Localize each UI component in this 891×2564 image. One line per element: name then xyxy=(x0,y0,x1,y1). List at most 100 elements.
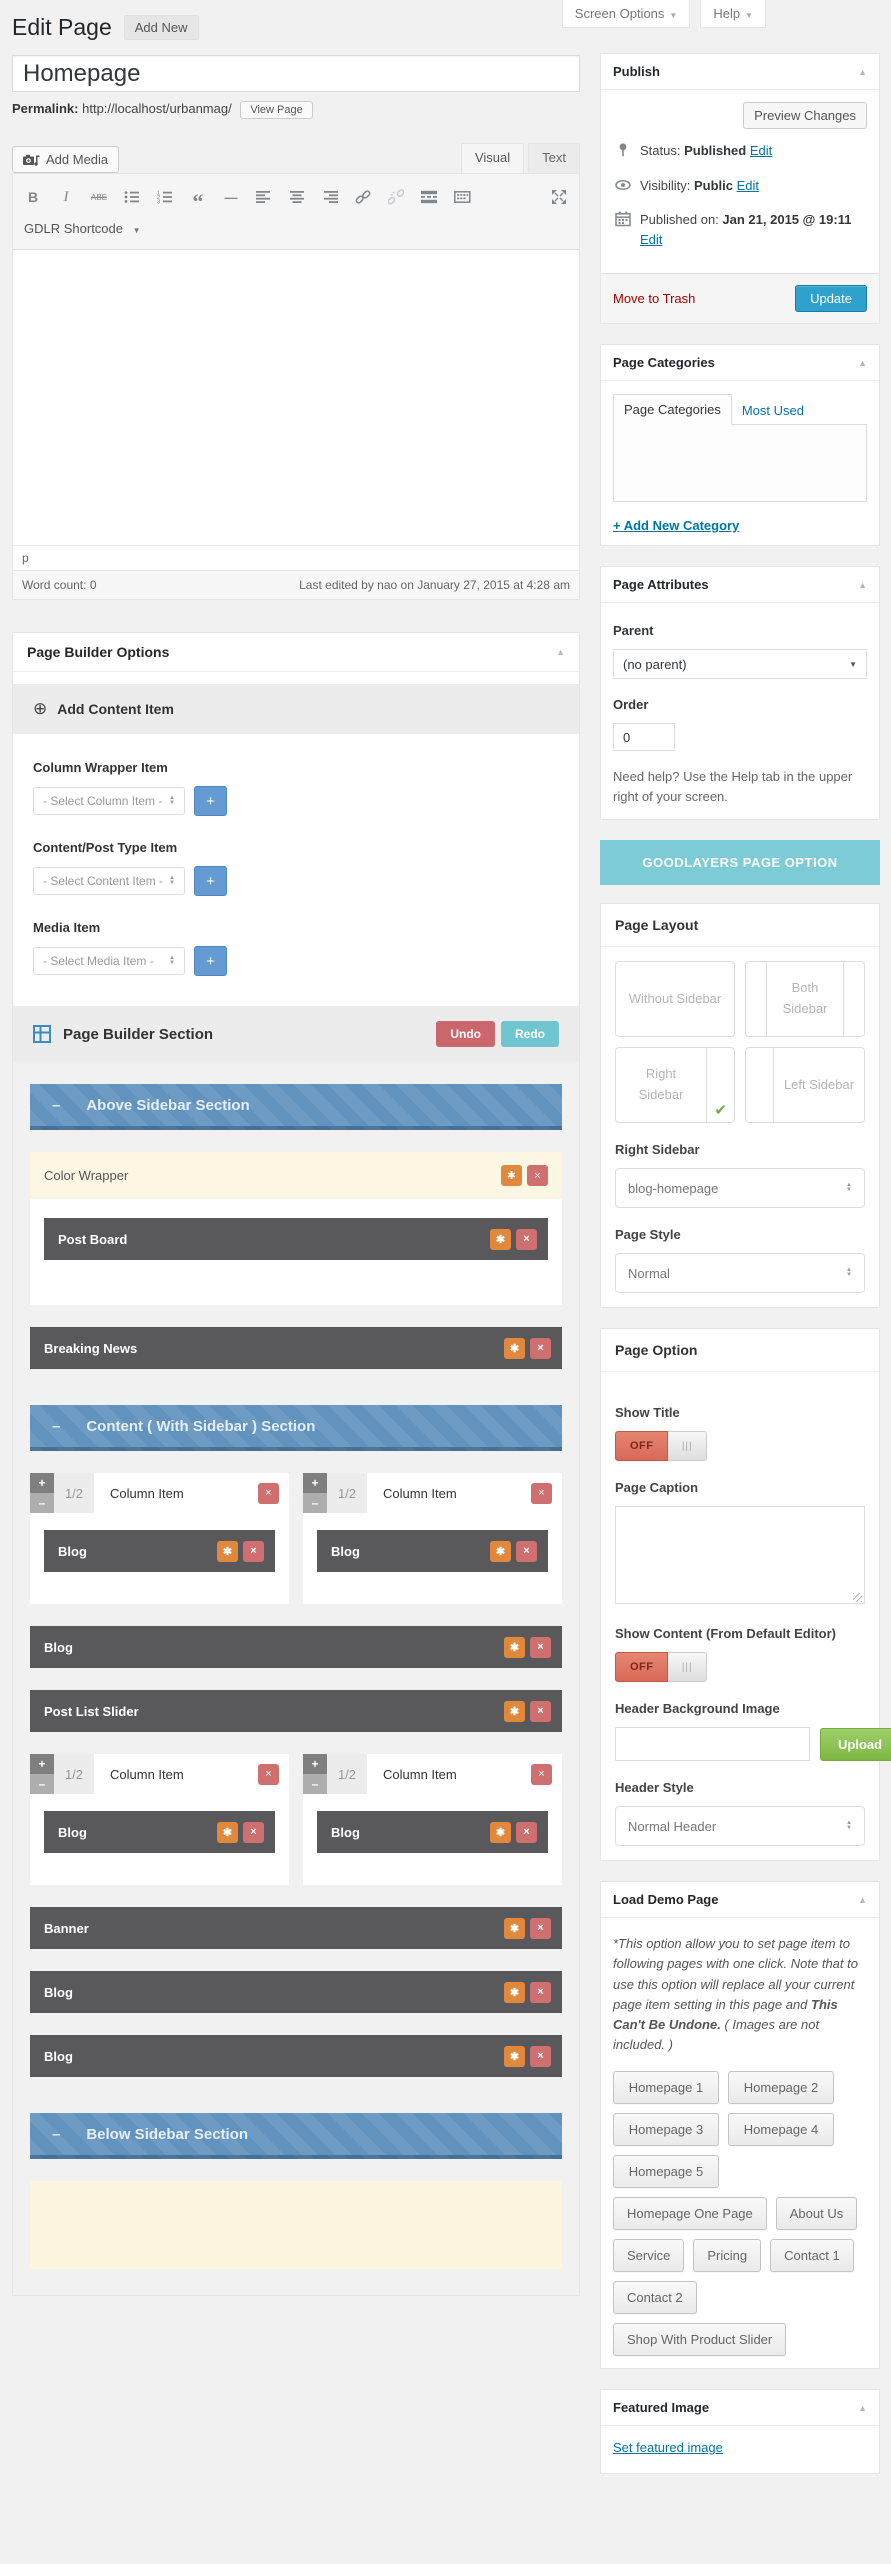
load-demo-header[interactable]: Load Demo Page ▲ xyxy=(601,1882,879,1919)
bold-icon[interactable]: B xyxy=(27,189,39,205)
collapse-minus-icon[interactable]: – xyxy=(52,1096,61,1114)
collapse-icon[interactable]: ▲ xyxy=(858,579,867,590)
collapse-icon[interactable]: ▲ xyxy=(858,66,867,77)
demo-homepage-one-page-button[interactable]: Homepage One Page xyxy=(613,2197,767,2231)
blog-item[interactable]: Blog ✱ × xyxy=(317,1811,548,1853)
help-tab[interactable]: Help ▼ xyxy=(700,0,766,28)
collapse-icon[interactable]: ▲ xyxy=(858,357,867,368)
delete-x-icon[interactable]: × xyxy=(258,1482,279,1504)
increase-size-button[interactable]: + xyxy=(303,1754,327,1774)
unlink-icon[interactable] xyxy=(387,189,405,205)
delete-x-icon[interactable]: × xyxy=(530,1700,551,1722)
increase-size-button[interactable]: + xyxy=(30,1473,54,1493)
blog-item[interactable]: Blog ✱ × xyxy=(30,1971,562,2013)
tab-visual[interactable]: Visual xyxy=(460,143,525,173)
edit-status-link[interactable]: Edit xyxy=(749,143,773,158)
settings-gear-icon[interactable]: ✱ xyxy=(490,1821,511,1843)
view-page-button[interactable]: View Page xyxy=(240,101,313,119)
delete-x-icon[interactable]: × xyxy=(531,1763,552,1785)
header-bg-input[interactable] xyxy=(615,1727,810,1762)
right-sidebar-select[interactable]: blog-homepage ▲ ▼ xyxy=(615,1168,865,1209)
column-item-header[interactable]: + – 1/2 Column Item × xyxy=(303,1473,562,1513)
delete-x-icon[interactable]: × xyxy=(243,1540,264,1562)
delete-x-icon[interactable]: × xyxy=(530,1337,551,1359)
collapse-minus-icon[interactable]: – xyxy=(52,1417,61,1435)
layout-without-sidebar[interactable]: Without Sidebar xyxy=(615,961,735,1038)
demo-homepage-5-button[interactable]: Homepage 5 xyxy=(613,2155,719,2189)
delete-x-icon[interactable]: × xyxy=(531,1482,552,1504)
content-with-sidebar-section-banner[interactable]: – Content ( With Sidebar ) Section xyxy=(30,1405,562,1451)
banner-item[interactable]: Banner ✱ × xyxy=(30,1907,562,1949)
demo-homepage-1-button[interactable]: Homepage 1 xyxy=(613,2071,719,2105)
post-list-slider-item[interactable]: Post List Slider ✱ × xyxy=(30,1690,562,1732)
show-title-toggle[interactable]: OFF ||| xyxy=(615,1431,707,1462)
delete-x-icon[interactable]: × xyxy=(530,1981,551,2003)
decrease-size-button[interactable]: – xyxy=(303,1774,327,1794)
update-button[interactable]: Update xyxy=(795,285,867,312)
settings-gear-icon[interactable]: ✱ xyxy=(501,1165,522,1186)
goodlayers-page-option-banner[interactable]: GOODLAYERS PAGE OPTION xyxy=(600,840,880,886)
horizontal-rule-icon[interactable]: — xyxy=(224,189,238,205)
settings-gear-icon[interactable]: ✱ xyxy=(217,1540,238,1562)
blog-item[interactable]: Blog ✱ × xyxy=(317,1530,548,1572)
screen-options-tab[interactable]: Screen Options ▼ xyxy=(561,0,691,28)
italic-icon[interactable]: I xyxy=(63,188,69,205)
edit-published-link[interactable]: Edit xyxy=(640,231,663,247)
edit-visibility-link[interactable]: Edit xyxy=(736,177,760,193)
settings-gear-icon[interactable]: ✱ xyxy=(504,1700,525,1722)
toolbar-toggle-icon[interactable] xyxy=(453,189,471,205)
decrease-size-button[interactable]: – xyxy=(303,1493,327,1513)
layout-both-sidebar[interactable]: Both Sidebar xyxy=(745,961,865,1038)
column-item-header[interactable]: + – 1/2 Column Item × xyxy=(30,1754,289,1794)
page-categories-header[interactable]: Page Categories ▲ xyxy=(601,345,879,381)
page-builder-options-header[interactable]: Page Builder Options ▲ xyxy=(13,633,579,672)
redo-button[interactable]: Redo xyxy=(501,1021,559,1047)
add-new-category-link[interactable]: + Add New Category xyxy=(613,518,740,533)
demo-contact-1-button[interactable]: Contact 1 xyxy=(770,2239,854,2273)
decrease-size-button[interactable]: – xyxy=(30,1493,54,1513)
column-item-header[interactable]: + – 1/2 Column Item × xyxy=(303,1754,562,1794)
fullscreen-icon[interactable] xyxy=(550,189,568,205)
delete-x-icon[interactable]: × xyxy=(530,1917,551,1939)
demo-service-button[interactable]: Service xyxy=(613,2239,685,2273)
order-input[interactable] xyxy=(613,723,675,751)
parent-select[interactable]: (no parent) ▼ xyxy=(613,649,867,679)
delete-x-icon[interactable]: × xyxy=(527,1165,548,1186)
post-board-item[interactable]: Post Board ✱ × xyxy=(44,1218,548,1260)
post-title-input[interactable] xyxy=(12,55,580,92)
above-sidebar-section-banner[interactable]: – Above Sidebar Section xyxy=(30,1084,562,1130)
add-content-item-button[interactable]: + xyxy=(194,866,227,896)
breaking-news-item[interactable]: Breaking News ✱ × xyxy=(30,1327,562,1369)
tab-most-used[interactable]: Most Used xyxy=(741,403,804,418)
below-sidebar-section-banner[interactable]: – Below Sidebar Section xyxy=(30,2113,562,2159)
delete-x-icon[interactable]: × xyxy=(530,1636,551,1658)
blockquote-icon[interactable]: “ xyxy=(192,189,204,214)
add-column-item-button[interactable]: + xyxy=(194,786,227,816)
show-content-toggle[interactable]: OFF ||| xyxy=(615,1652,707,1683)
featured-image-header[interactable]: Featured Image ▲ xyxy=(601,2390,879,2427)
blog-item[interactable]: Blog ✱ × xyxy=(44,1530,275,1572)
settings-gear-icon[interactable]: ✱ xyxy=(504,1337,525,1359)
collapse-icon[interactable]: ▲ xyxy=(858,1894,867,1905)
color-wrapper-header[interactable]: Color Wrapper ✱ × xyxy=(30,1152,562,1199)
delete-x-icon[interactable]: × xyxy=(243,1821,264,1843)
settings-gear-icon[interactable]: ✱ xyxy=(217,1821,238,1843)
tab-all-categories[interactable]: Page Categories xyxy=(613,394,732,425)
demo-pricing-button[interactable]: Pricing xyxy=(693,2239,762,2273)
align-right-icon[interactable] xyxy=(321,189,339,205)
increase-size-button[interactable]: + xyxy=(303,1473,327,1493)
gdlr-shortcode-dropdown[interactable]: GDLR Shortcode ▼ xyxy=(22,219,570,247)
undo-button[interactable]: Undo xyxy=(436,1021,495,1047)
select-content-item[interactable]: - Select Content Item - ▲ ▼ xyxy=(33,867,185,895)
increase-size-button[interactable]: + xyxy=(30,1754,54,1774)
read-more-tag-icon[interactable] xyxy=(420,189,438,205)
link-icon[interactable] xyxy=(354,189,372,205)
delete-x-icon[interactable]: × xyxy=(258,1763,279,1785)
layout-right-sidebar-selected[interactable]: Right Sidebar ✔ xyxy=(615,1047,735,1124)
add-media-button[interactable]: Add Media xyxy=(12,146,120,173)
header-style-select[interactable]: Normal Header ▲ ▼ xyxy=(615,1806,865,1847)
demo-shop-product-slider-button[interactable]: Shop With Product Slider xyxy=(613,2323,787,2357)
decrease-size-button[interactable]: – xyxy=(30,1774,54,1794)
align-center-icon[interactable] xyxy=(288,189,306,205)
